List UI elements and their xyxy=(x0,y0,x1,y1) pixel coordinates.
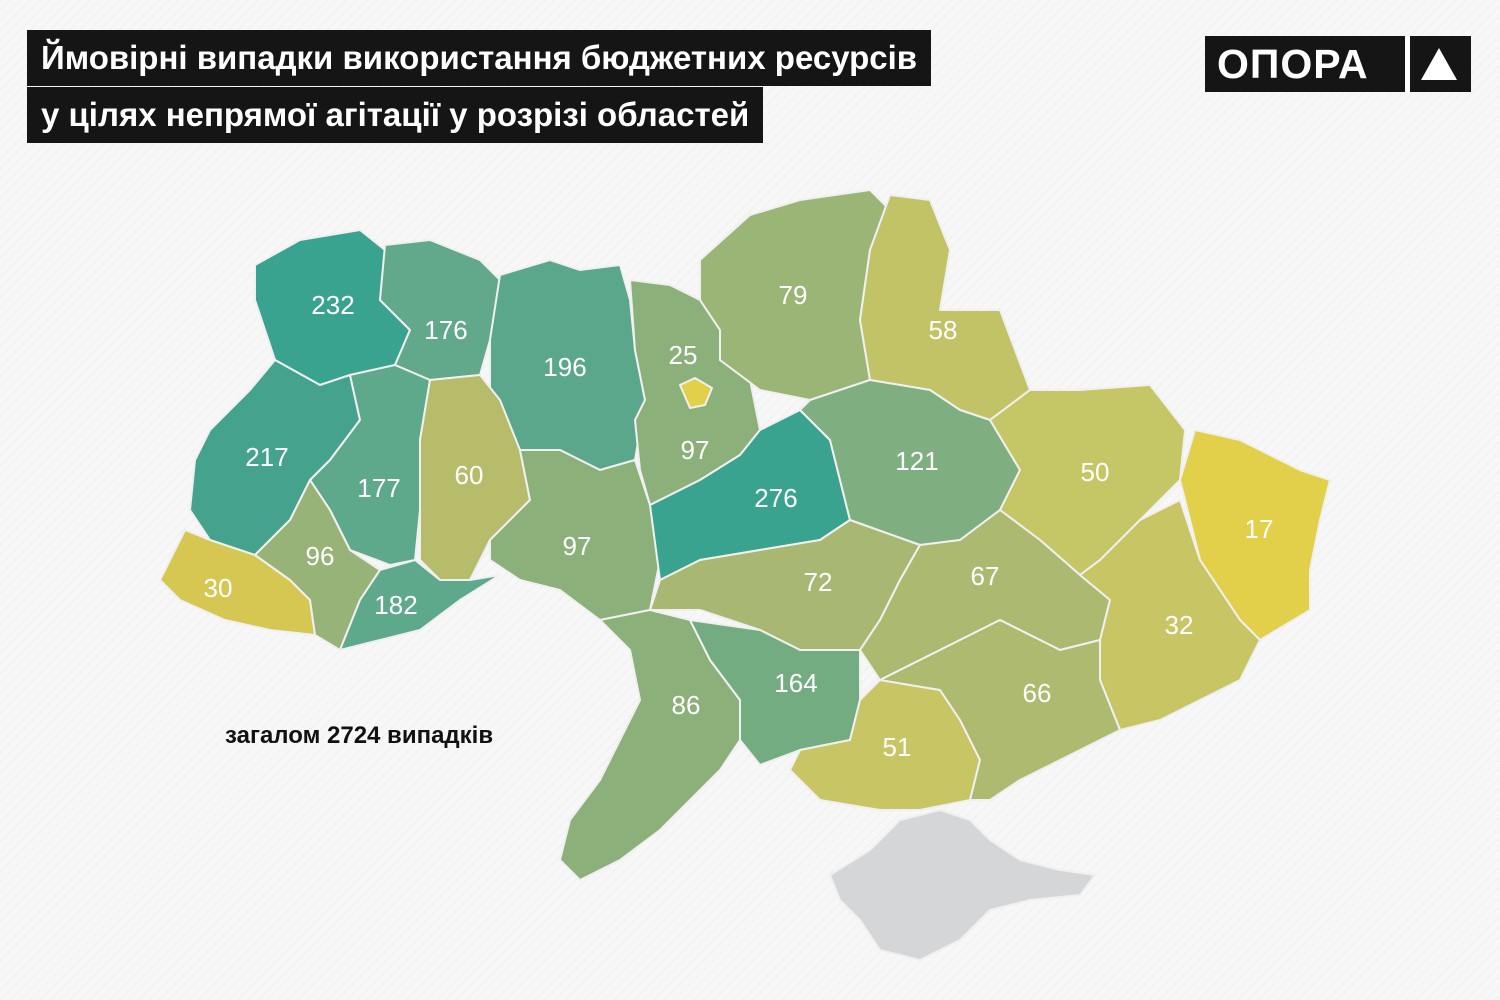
region-label-mykolaiv: 164 xyxy=(774,668,817,698)
opora-logo: ОПОРА xyxy=(1205,36,1471,92)
region-label-dnipropetrovsk: 72 xyxy=(804,567,833,597)
region-rivne[interactable] xyxy=(379,239,501,381)
map-title-line-2: у цілях непрямої агітації у розрізі обла… xyxy=(27,87,764,143)
map-title-line-1: Ймовірні випадки використання бюджетних … xyxy=(27,30,932,86)
region-label-donetsk: 32 xyxy=(1165,610,1194,640)
region-label-zaporizhzhia-north: 67 xyxy=(971,561,1000,591)
region-kyiv-city[interactable] xyxy=(679,377,713,409)
region-label-zaporizhzhia: 66 xyxy=(1023,678,1052,708)
region-crimea[interactable] xyxy=(829,809,1096,961)
region-label-khmelnytskyi: 60 xyxy=(455,460,484,490)
region-label-ivano-frankivsk: 96 xyxy=(306,541,335,571)
total-cases-label: загалом 2724 випадків xyxy=(225,722,494,749)
logo-text: ОПОРА xyxy=(1217,40,1369,87)
region-label-kherson: 51 xyxy=(883,732,912,762)
logo-separator xyxy=(1405,36,1410,92)
region-label-lviv: 217 xyxy=(245,442,288,472)
region-label-kharkiv: 50 xyxy=(1081,457,1110,487)
region-zaporizhzhia[interactable] xyxy=(879,619,1121,801)
region-label-luhansk: 17 xyxy=(1245,514,1274,544)
region-label-chernivtsi: 182 xyxy=(374,590,417,620)
region-label-odesa: 86 xyxy=(672,690,701,720)
region-label-kyiv-oblast: 25 xyxy=(669,340,698,370)
region-label-zhytomyr: 196 xyxy=(543,352,586,382)
region-label-poltava: 121 xyxy=(895,446,938,476)
region-label-sumy: 58 xyxy=(929,315,958,345)
region-chernivtsi[interactable] xyxy=(339,559,501,651)
region-label-kirovohrad: 276 xyxy=(754,483,797,513)
triangle-up-icon xyxy=(1421,48,1457,80)
region-label-zakarpattia: 30 xyxy=(204,573,233,603)
region-luhansk[interactable] xyxy=(1179,429,1331,641)
region-label-volyn: 232 xyxy=(311,290,354,320)
region-label-cherkasy: 97 xyxy=(681,435,710,465)
region-label-vinnytsia: 97 xyxy=(563,531,592,561)
region-khmelnytskyi[interactable] xyxy=(419,374,531,581)
region-label-chernihiv: 79 xyxy=(779,280,808,310)
region-label-ternopil: 177 xyxy=(357,473,400,503)
region-label-rivne: 176 xyxy=(424,315,467,345)
